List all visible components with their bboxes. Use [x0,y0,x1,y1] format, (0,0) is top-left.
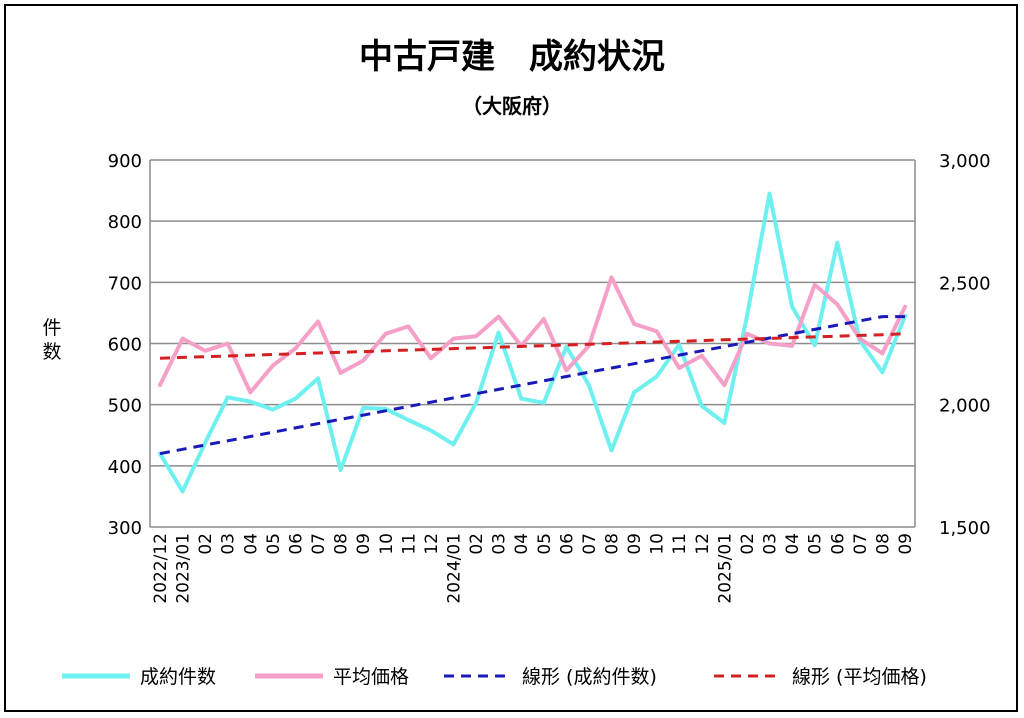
x-tick-label: 06 [286,533,306,555]
x-tick-label: 05 [264,533,284,555]
x-tick-label: 05 [806,533,826,555]
y-tick-label: 500 [108,396,142,417]
series-line [159,332,906,360]
x-tick-label: 08 [873,533,893,555]
x-tick-label: 2022/12 [151,533,171,604]
x-tick-label: 07 [580,533,600,555]
y-tick-label: 400 [108,457,142,478]
legend-label: 線形 (成約件数) [522,666,657,688]
y2-tick-label: 3,000 [939,151,991,172]
x-tick-label: 2025/01 [715,533,735,604]
x-tick-label: 06 [557,533,577,555]
x-tick-label: 10 [377,533,397,555]
x-tick-label: 09 [625,533,645,555]
x-tick-label: 04 [241,533,261,555]
x-tick-label: 03 [219,533,239,555]
x-tick-label: 08 [332,533,352,555]
series-line [158,275,907,395]
x-tick-label: 05 [535,533,555,555]
legend: 成約件数 平均価格 線形 (成約件数) 線形 (平均価格) [62,666,927,688]
x-tick-label: 07 [309,533,329,555]
y-tick-label: 600 [108,335,142,356]
x-tick-label: 10 [648,533,668,555]
axes: 300 400 500 600 700 800 900 1,500 2,000 2,500 3,00… [42,151,990,604]
y2-tick-label: 2,500 [939,273,991,294]
x-tick-label: 07 [851,533,871,555]
x-tick-label: 09 [896,533,916,555]
x-tick-label: 02 [738,533,758,555]
x-tick-label: 12 [693,533,713,555]
x-tick-label: 04 [783,533,803,555]
y2-tick-label: 1,500 [939,518,991,539]
x-tick-label: 04 [512,533,532,555]
y-tick-label: 800 [108,212,142,233]
legend-label: 成約件数 [140,666,216,688]
series-line [158,191,907,494]
x-tick-label: 02 [196,533,216,555]
series-line [159,315,905,456]
x-tick-label: 03 [490,533,510,555]
y-tick-label: 900 [108,151,142,172]
y-axis-label: 件 [42,317,61,339]
legend-label: 線形 (平均価格) [792,666,927,688]
x-tick-label: 2023/01 [174,533,194,604]
x-tick-label: 11 [399,533,419,555]
chart-title: 中古戸建 成約状況 [359,37,665,77]
series-lines [158,191,907,494]
x-tick-label: 09 [354,533,374,555]
x-tick-label: 03 [761,533,781,555]
x-tick-label: 02 [467,533,487,555]
y2-tick-label: 2,000 [939,396,991,417]
y-tick-label: 300 [108,518,142,539]
gridlines [150,159,915,528]
chart-subtitle: （大阪府） [462,94,562,118]
legend-label: 平均価格 [333,666,409,688]
y-tick-label: 700 [108,273,142,294]
x-tick-label: 11 [670,533,690,555]
x-tick-label: 12 [422,533,442,555]
x-tick-label: 06 [828,533,848,555]
y-axis-label: 数 [42,341,61,363]
x-tick-label: 08 [603,533,623,555]
x-tick-label: 2024/01 [444,533,464,604]
